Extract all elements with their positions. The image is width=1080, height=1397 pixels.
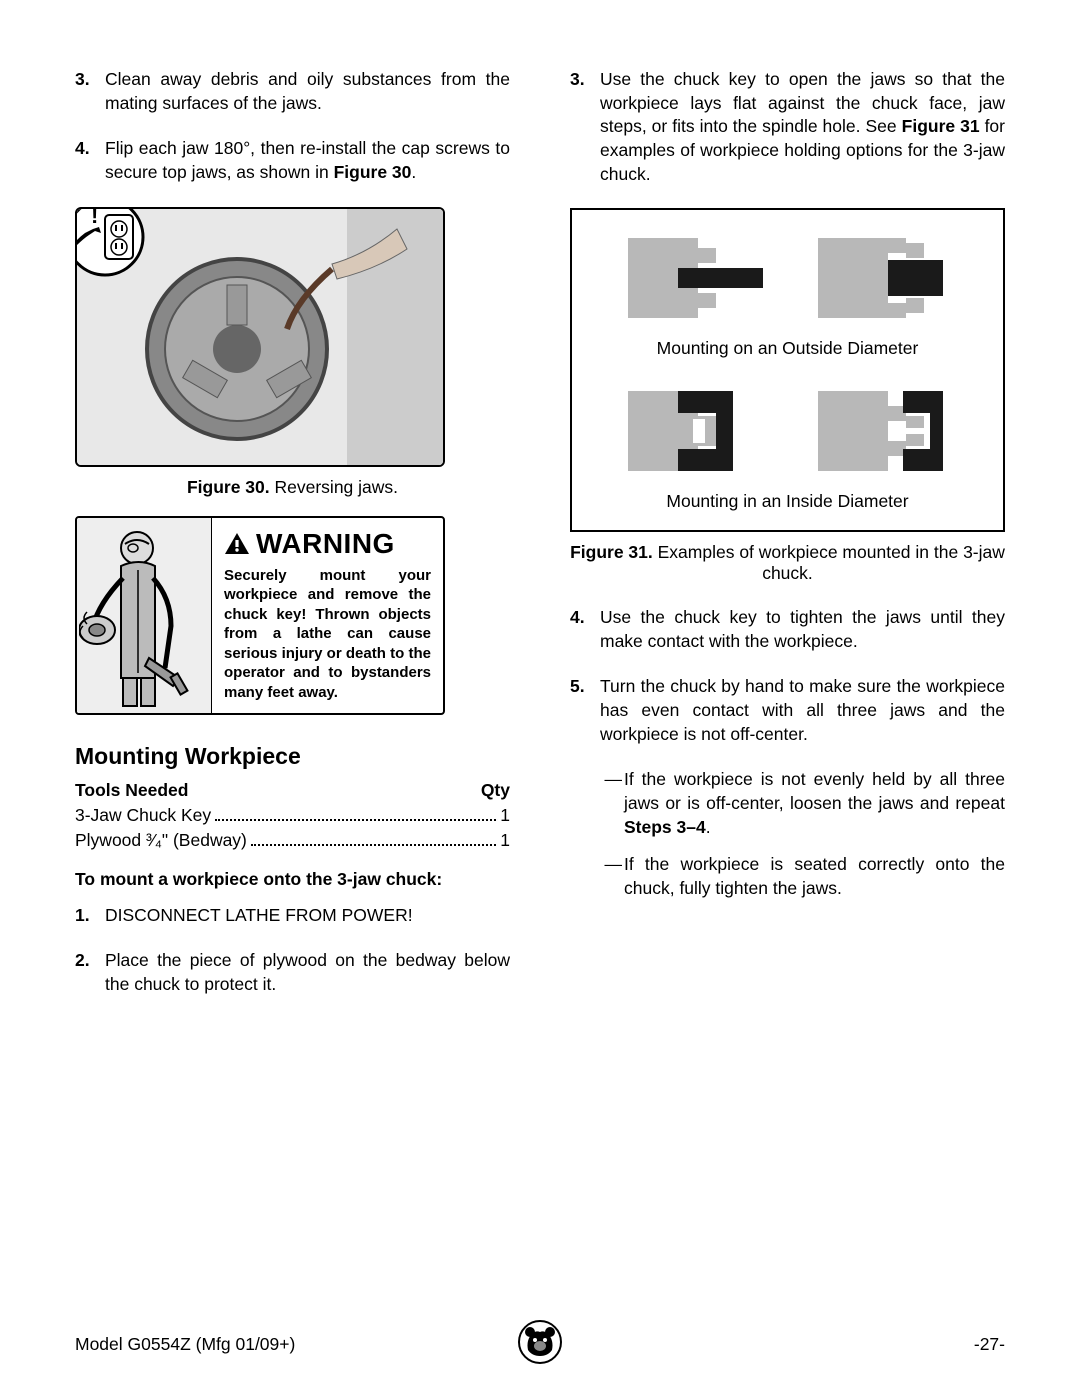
section-heading: Mounting Workpiece [75, 743, 510, 770]
left-column: 3. Clean away debris and oily substances… [75, 68, 510, 1018]
outside-diagram-2 [808, 228, 958, 328]
step-text: Clean away debris and oily substances fr… [105, 68, 510, 115]
warning-triangle-icon [224, 532, 250, 556]
mount-step-1: 1. DISCONNECT LATHE FROM POWER! [75, 904, 510, 928]
unplug-icon: ! [75, 207, 145, 277]
outside-diagram-1 [618, 228, 768, 328]
right-step-5: 5. Turn the chuck by hand to make sure t… [570, 675, 1005, 746]
figure-31-box: Mounting on an Outside Diameter [570, 208, 1005, 532]
right-step-3: 3. Use the chuck key to open the jaws so… [570, 68, 1005, 186]
svg-text:!: ! [91, 207, 98, 228]
step-number: 3. [75, 68, 105, 115]
warning-header: WARNING [224, 528, 431, 560]
figure-30-caption: Figure 30. Reversing jaws. [75, 477, 510, 498]
fig31-outside-label: Mounting on an Outside Diameter [592, 338, 983, 359]
tools-row: 3-Jaw Chuck Key 1 [75, 805, 510, 826]
mount-step-2: 2. Place the piece of plywood on the bed… [75, 949, 510, 996]
tools-header: Tools Needed Qty [75, 780, 510, 801]
left-step-3: 3. Clean away debris and oily substances… [75, 68, 510, 115]
right-column: 3. Use the chuck key to open the jaws so… [570, 68, 1005, 1018]
warning-label: WARNING [256, 528, 395, 560]
inside-diagram-2 [808, 381, 958, 481]
fig31-row-inside [592, 381, 983, 481]
step-text: Flip each jaw 180°, then re-install the … [105, 137, 510, 184]
fig31-inside-label: Mounting in an Inside Diameter [592, 491, 983, 512]
figure-31-caption: Figure 31. Examples of workpiece mounted… [570, 542, 1005, 584]
right-step-4: 4. Use the chuck key to tighten the jaws… [570, 606, 1005, 653]
step-number: 4. [75, 137, 105, 184]
inside-diagram-1 [618, 381, 768, 481]
fig31-row-outside [592, 228, 983, 328]
mount-subheader: To mount a workpiece onto the 3-jaw chuc… [75, 869, 510, 890]
footer-model: Model G0554Z (Mfg 01/09+) [75, 1334, 295, 1355]
footer-logo-icon [518, 1320, 562, 1369]
dash-item-1: — If the workpiece is not evenly held by… [600, 768, 1005, 839]
warning-body: Securely mount your workpiece and remove… [224, 566, 431, 703]
footer-page: -27- [974, 1334, 1005, 1355]
figure-30-photo: ! [75, 207, 445, 467]
left-step-4: 4. Flip each jaw 180°, then re-install t… [75, 137, 510, 184]
page-footer: Model G0554Z (Mfg 01/09+) -27- [75, 1334, 1005, 1355]
warning-illustration [77, 518, 212, 713]
tools-row: Plywood ³⁄₄" (Bedway) 1 [75, 830, 510, 851]
dash-item-2: — If the workpiece is seated correctly o… [600, 853, 1005, 900]
warning-box: WARNING Securely mount your workpiece an… [75, 516, 445, 715]
